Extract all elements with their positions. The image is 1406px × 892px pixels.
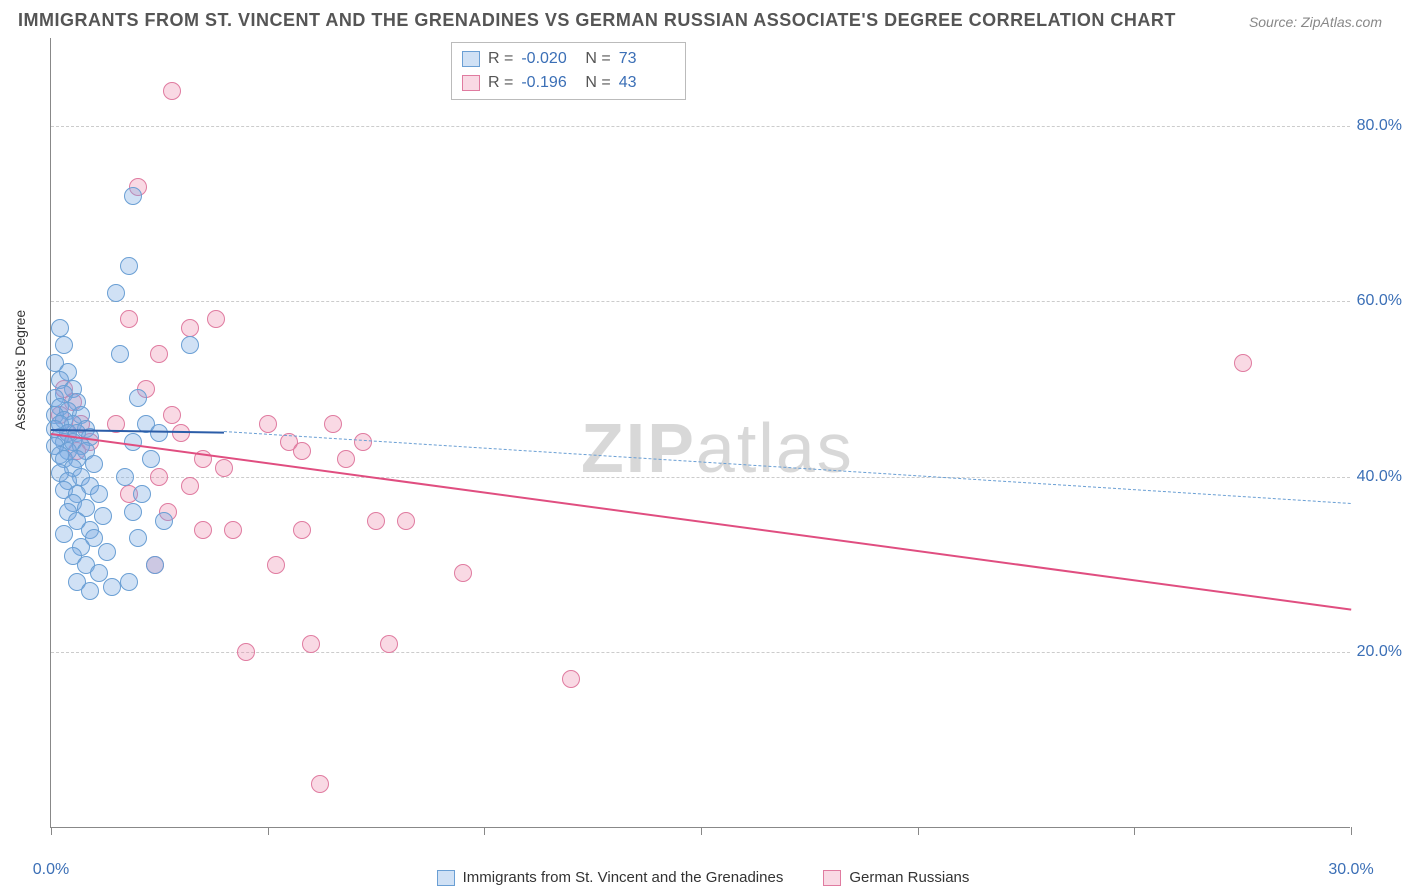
- n-value-1: 73: [619, 50, 675, 68]
- chart-container: IMMIGRANTS FROM ST. VINCENT AND THE GREN…: [0, 0, 1406, 892]
- point-series1: [133, 485, 151, 503]
- point-series2: [397, 512, 415, 530]
- y-tick-label: 80.0%: [1357, 117, 1402, 135]
- point-series2: [150, 468, 168, 486]
- point-series1: [181, 336, 199, 354]
- point-series2: [324, 415, 342, 433]
- point-series1: [150, 424, 168, 442]
- point-series2: [267, 556, 285, 574]
- point-series2: [380, 635, 398, 653]
- y-tick-label: 40.0%: [1357, 468, 1402, 486]
- point-series2: [120, 310, 138, 328]
- point-series1: [120, 257, 138, 275]
- point-series1: [120, 573, 138, 591]
- point-series2: [224, 521, 242, 539]
- point-series1: [111, 345, 129, 363]
- legend-item-2: German Russians: [823, 869, 969, 886]
- point-series2: [311, 775, 329, 793]
- n-label-1: N =: [585, 50, 610, 68]
- point-series1: [55, 336, 73, 354]
- n-label-2: N =: [585, 74, 610, 92]
- legend-label-2: German Russians: [849, 869, 969, 886]
- point-series2: [293, 521, 311, 539]
- point-series1: [142, 450, 160, 468]
- point-series2: [259, 415, 277, 433]
- x-tick: [268, 827, 269, 835]
- point-series2: [454, 564, 472, 582]
- point-series2: [302, 635, 320, 653]
- point-series2: [194, 521, 212, 539]
- stats-row-2: R = -0.196 N = 43: [462, 71, 675, 95]
- x-tick: [1351, 827, 1352, 835]
- y-axis-label: Associate's Degree: [12, 310, 28, 430]
- point-series2: [163, 82, 181, 100]
- point-series2: [562, 670, 580, 688]
- gridline: [51, 477, 1350, 478]
- x-tick: [484, 827, 485, 835]
- source-name: ZipAtlas.com: [1301, 14, 1382, 30]
- point-series1: [124, 187, 142, 205]
- point-series1: [107, 284, 125, 302]
- point-series2: [163, 406, 181, 424]
- point-series1: [55, 525, 73, 543]
- point-series2: [354, 433, 372, 451]
- watermark-rest: atlas: [696, 409, 854, 487]
- gridline: [51, 126, 1350, 127]
- y-tick-label: 20.0%: [1357, 643, 1402, 661]
- point-series1: [103, 578, 121, 596]
- x-tick: [1134, 827, 1135, 835]
- point-series1: [124, 433, 142, 451]
- point-series1: [51, 319, 69, 337]
- point-series1: [81, 582, 99, 600]
- legend-label-1: Immigrants from St. Vincent and the Gren…: [463, 869, 784, 886]
- swatch-series2: [462, 75, 480, 91]
- x-tick: [51, 827, 52, 835]
- point-series2: [181, 477, 199, 495]
- point-series2: [1234, 354, 1252, 372]
- point-series2: [181, 319, 199, 337]
- trendline: [224, 431, 1351, 504]
- legend-item-1: Immigrants from St. Vincent and the Gren…: [437, 869, 784, 886]
- legend-swatch-2: [823, 870, 841, 886]
- point-series2: [367, 512, 385, 530]
- x-tick: [701, 827, 702, 835]
- point-series1: [98, 543, 116, 561]
- point-series2: [293, 442, 311, 460]
- watermark-bold: ZIP: [581, 409, 696, 487]
- stats-row-1: R = -0.020 N = 73: [462, 47, 675, 71]
- point-series2: [337, 450, 355, 468]
- y-tick-label: 60.0%: [1357, 292, 1402, 310]
- point-series1: [146, 556, 164, 574]
- n-value-2: 43: [619, 74, 675, 92]
- stats-box: R = -0.020 N = 73 R = -0.196 N = 43: [451, 42, 686, 100]
- point-series2: [215, 459, 233, 477]
- point-series1: [129, 389, 147, 407]
- point-series2: [237, 643, 255, 661]
- source-prefix: Source:: [1249, 14, 1301, 30]
- chart-title: IMMIGRANTS FROM ST. VINCENT AND THE GREN…: [18, 10, 1176, 31]
- legend-swatch-1: [437, 870, 455, 886]
- point-series1: [124, 503, 142, 521]
- gridline: [51, 301, 1350, 302]
- point-series1: [129, 529, 147, 547]
- point-series1: [116, 468, 134, 486]
- point-series2: [207, 310, 225, 328]
- swatch-series1: [462, 51, 480, 67]
- plot-area: ZIPatlas R = -0.020 N = 73 R = -0.196 N …: [50, 38, 1350, 828]
- r-label-1: R =: [488, 50, 513, 68]
- trendline: [51, 433, 1351, 611]
- source-label: Source: ZipAtlas.com: [1249, 14, 1382, 30]
- x-tick: [918, 827, 919, 835]
- legend: Immigrants from St. Vincent and the Gren…: [0, 869, 1406, 886]
- r-value-1: -0.020: [521, 50, 577, 68]
- r-value-2: -0.196: [521, 74, 577, 92]
- r-label-2: R =: [488, 74, 513, 92]
- point-series2: [150, 345, 168, 363]
- point-series1: [155, 512, 173, 530]
